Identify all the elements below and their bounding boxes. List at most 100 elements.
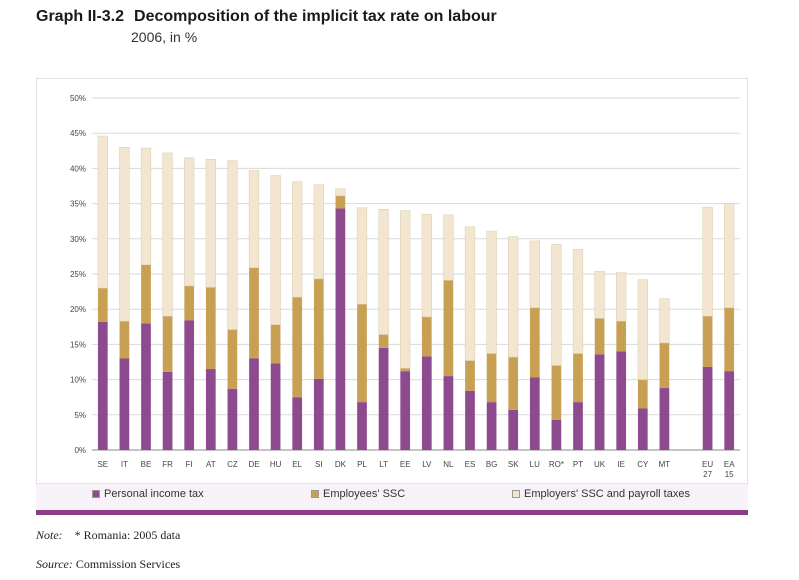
bar-personal-income-tax bbox=[594, 354, 605, 450]
bar-employees-ssc bbox=[508, 357, 519, 410]
x-tick-label: LV bbox=[422, 460, 432, 469]
bar-employees-ssc bbox=[551, 365, 562, 420]
x-tick-label: EE bbox=[400, 460, 411, 469]
bar-employees-ssc bbox=[97, 288, 108, 322]
bar-employees-ssc bbox=[616, 321, 627, 352]
x-tick-label: LT bbox=[379, 460, 388, 469]
bar-personal-income-tax bbox=[465, 390, 475, 450]
x-tick-label: BG bbox=[486, 460, 498, 469]
bar-personal-income-tax bbox=[335, 208, 346, 450]
chart-header: Graph II-3.2 Decomposition of the implici… bbox=[36, 8, 497, 45]
bar-personal-income-tax bbox=[357, 402, 367, 450]
bar-employees-ssc bbox=[184, 285, 195, 321]
x-tick-label: DE bbox=[248, 460, 259, 469]
bar-employees-ssc bbox=[270, 324, 281, 364]
bar-employees-ssc bbox=[292, 297, 303, 398]
bar-employers-ssc bbox=[184, 157, 195, 287]
y-tick-label: 40% bbox=[70, 164, 86, 173]
bar-personal-income-tax bbox=[119, 358, 130, 450]
bar-personal-income-tax bbox=[205, 369, 216, 450]
legend-label: Employees' SSC bbox=[323, 488, 406, 500]
note-text: * Romania: 2005 data bbox=[74, 528, 181, 542]
x-tick-label: RO* bbox=[549, 460, 564, 469]
bar-personal-income-tax bbox=[637, 408, 648, 450]
bar-employees-ssc bbox=[400, 368, 411, 372]
bar-personal-income-tax bbox=[421, 356, 432, 450]
x-tick-label: AT bbox=[206, 460, 216, 469]
bar-personal-income-tax bbox=[616, 351, 627, 450]
bar-employers-ssc bbox=[270, 175, 281, 325]
x-tick-label: UK bbox=[594, 460, 606, 469]
x-tick-label: NL bbox=[443, 460, 454, 469]
y-tick-label: 5% bbox=[74, 411, 86, 420]
bar-employees-ssc bbox=[249, 267, 259, 359]
bar-employees-ssc bbox=[443, 280, 454, 377]
chart-title-line: Graph II-3.2 Decomposition of the implici… bbox=[36, 8, 497, 26]
bar-personal-income-tax bbox=[270, 363, 281, 450]
legend-item-personal-income-tax: Personal income tax bbox=[92, 488, 204, 500]
y-tick-label: 15% bbox=[70, 340, 86, 349]
source-text: Commission Services bbox=[75, 557, 181, 571]
bar-employees-ssc bbox=[205, 287, 216, 370]
bar-employers-ssc bbox=[508, 236, 519, 358]
bar-employees-ssc bbox=[141, 264, 151, 324]
bar-employees-ssc bbox=[465, 360, 475, 391]
x-tick-label: 27 bbox=[703, 470, 712, 479]
bar-personal-income-tax bbox=[227, 388, 238, 450]
x-tick-label: EA bbox=[724, 460, 735, 469]
bar-employers-ssc bbox=[637, 279, 648, 380]
bar-personal-income-tax bbox=[702, 366, 713, 450]
x-tick-label: DK bbox=[335, 460, 347, 469]
bar-employees-ssc bbox=[573, 353, 583, 403]
bar-employers-ssc bbox=[97, 135, 108, 289]
bar-employees-ssc bbox=[724, 307, 735, 372]
bar-personal-income-tax bbox=[551, 419, 562, 450]
bar-personal-income-tax bbox=[141, 323, 151, 450]
bar-employers-ssc bbox=[421, 213, 432, 318]
y-tick-label: 30% bbox=[70, 235, 86, 244]
bar-employers-ssc bbox=[378, 208, 389, 335]
y-tick-label: 20% bbox=[70, 305, 86, 314]
bar-personal-income-tax bbox=[162, 371, 173, 450]
bar-employers-ssc bbox=[335, 188, 346, 197]
bar-personal-income-tax bbox=[529, 377, 540, 450]
bar-employers-ssc bbox=[356, 207, 368, 305]
legend-label: Employers' SSC and payroll taxes bbox=[524, 488, 690, 500]
bar-employees-ssc bbox=[162, 316, 173, 372]
bar-employers-ssc bbox=[486, 230, 497, 354]
x-tick-label: SK bbox=[508, 460, 519, 469]
bar-employees-ssc bbox=[227, 329, 238, 389]
legend-swatch-employees-ssc bbox=[311, 490, 319, 498]
x-tick-label: SE bbox=[97, 460, 108, 469]
x-tick-label: FR bbox=[162, 460, 173, 469]
bar-employers-ssc bbox=[400, 210, 411, 369]
bar-personal-income-tax bbox=[97, 321, 108, 450]
bar-personal-income-tax bbox=[184, 320, 195, 450]
note-label: Note: bbox=[36, 528, 63, 542]
bar-employers-ssc bbox=[572, 249, 584, 354]
x-tick-label: SI bbox=[315, 460, 323, 469]
bar-personal-income-tax bbox=[659, 388, 670, 450]
y-axis: 0% 5% 10% 15% 20% 25% 30% 35% 40% 45% 50% bbox=[70, 94, 740, 455]
legend-band bbox=[36, 484, 748, 510]
bar-employers-ssc bbox=[140, 147, 152, 266]
bars bbox=[97, 135, 735, 450]
x-tick-label: IT bbox=[121, 460, 128, 469]
y-tick-label: 10% bbox=[70, 376, 86, 385]
legend-swatch-employers-ssc bbox=[512, 490, 520, 498]
x-tick-label: PL bbox=[357, 460, 367, 469]
bar-personal-income-tax bbox=[292, 397, 303, 450]
graph-number: Graph II-3.2 bbox=[36, 8, 125, 25]
bar-employees-ssc bbox=[659, 342, 670, 389]
x-tick-label: FI bbox=[186, 460, 193, 469]
bar-employers-ssc bbox=[702, 206, 713, 317]
legend-swatch-personal-income-tax bbox=[92, 490, 100, 498]
bar-employers-ssc bbox=[119, 147, 130, 322]
bar-employers-ssc bbox=[227, 160, 238, 330]
bar-personal-income-tax bbox=[249, 358, 259, 450]
bar-employers-ssc bbox=[616, 272, 627, 322]
bar-employers-ssc bbox=[292, 181, 303, 298]
bar-employers-ssc bbox=[464, 226, 476, 361]
chart-source: Source: Commission Services bbox=[36, 557, 180, 572]
